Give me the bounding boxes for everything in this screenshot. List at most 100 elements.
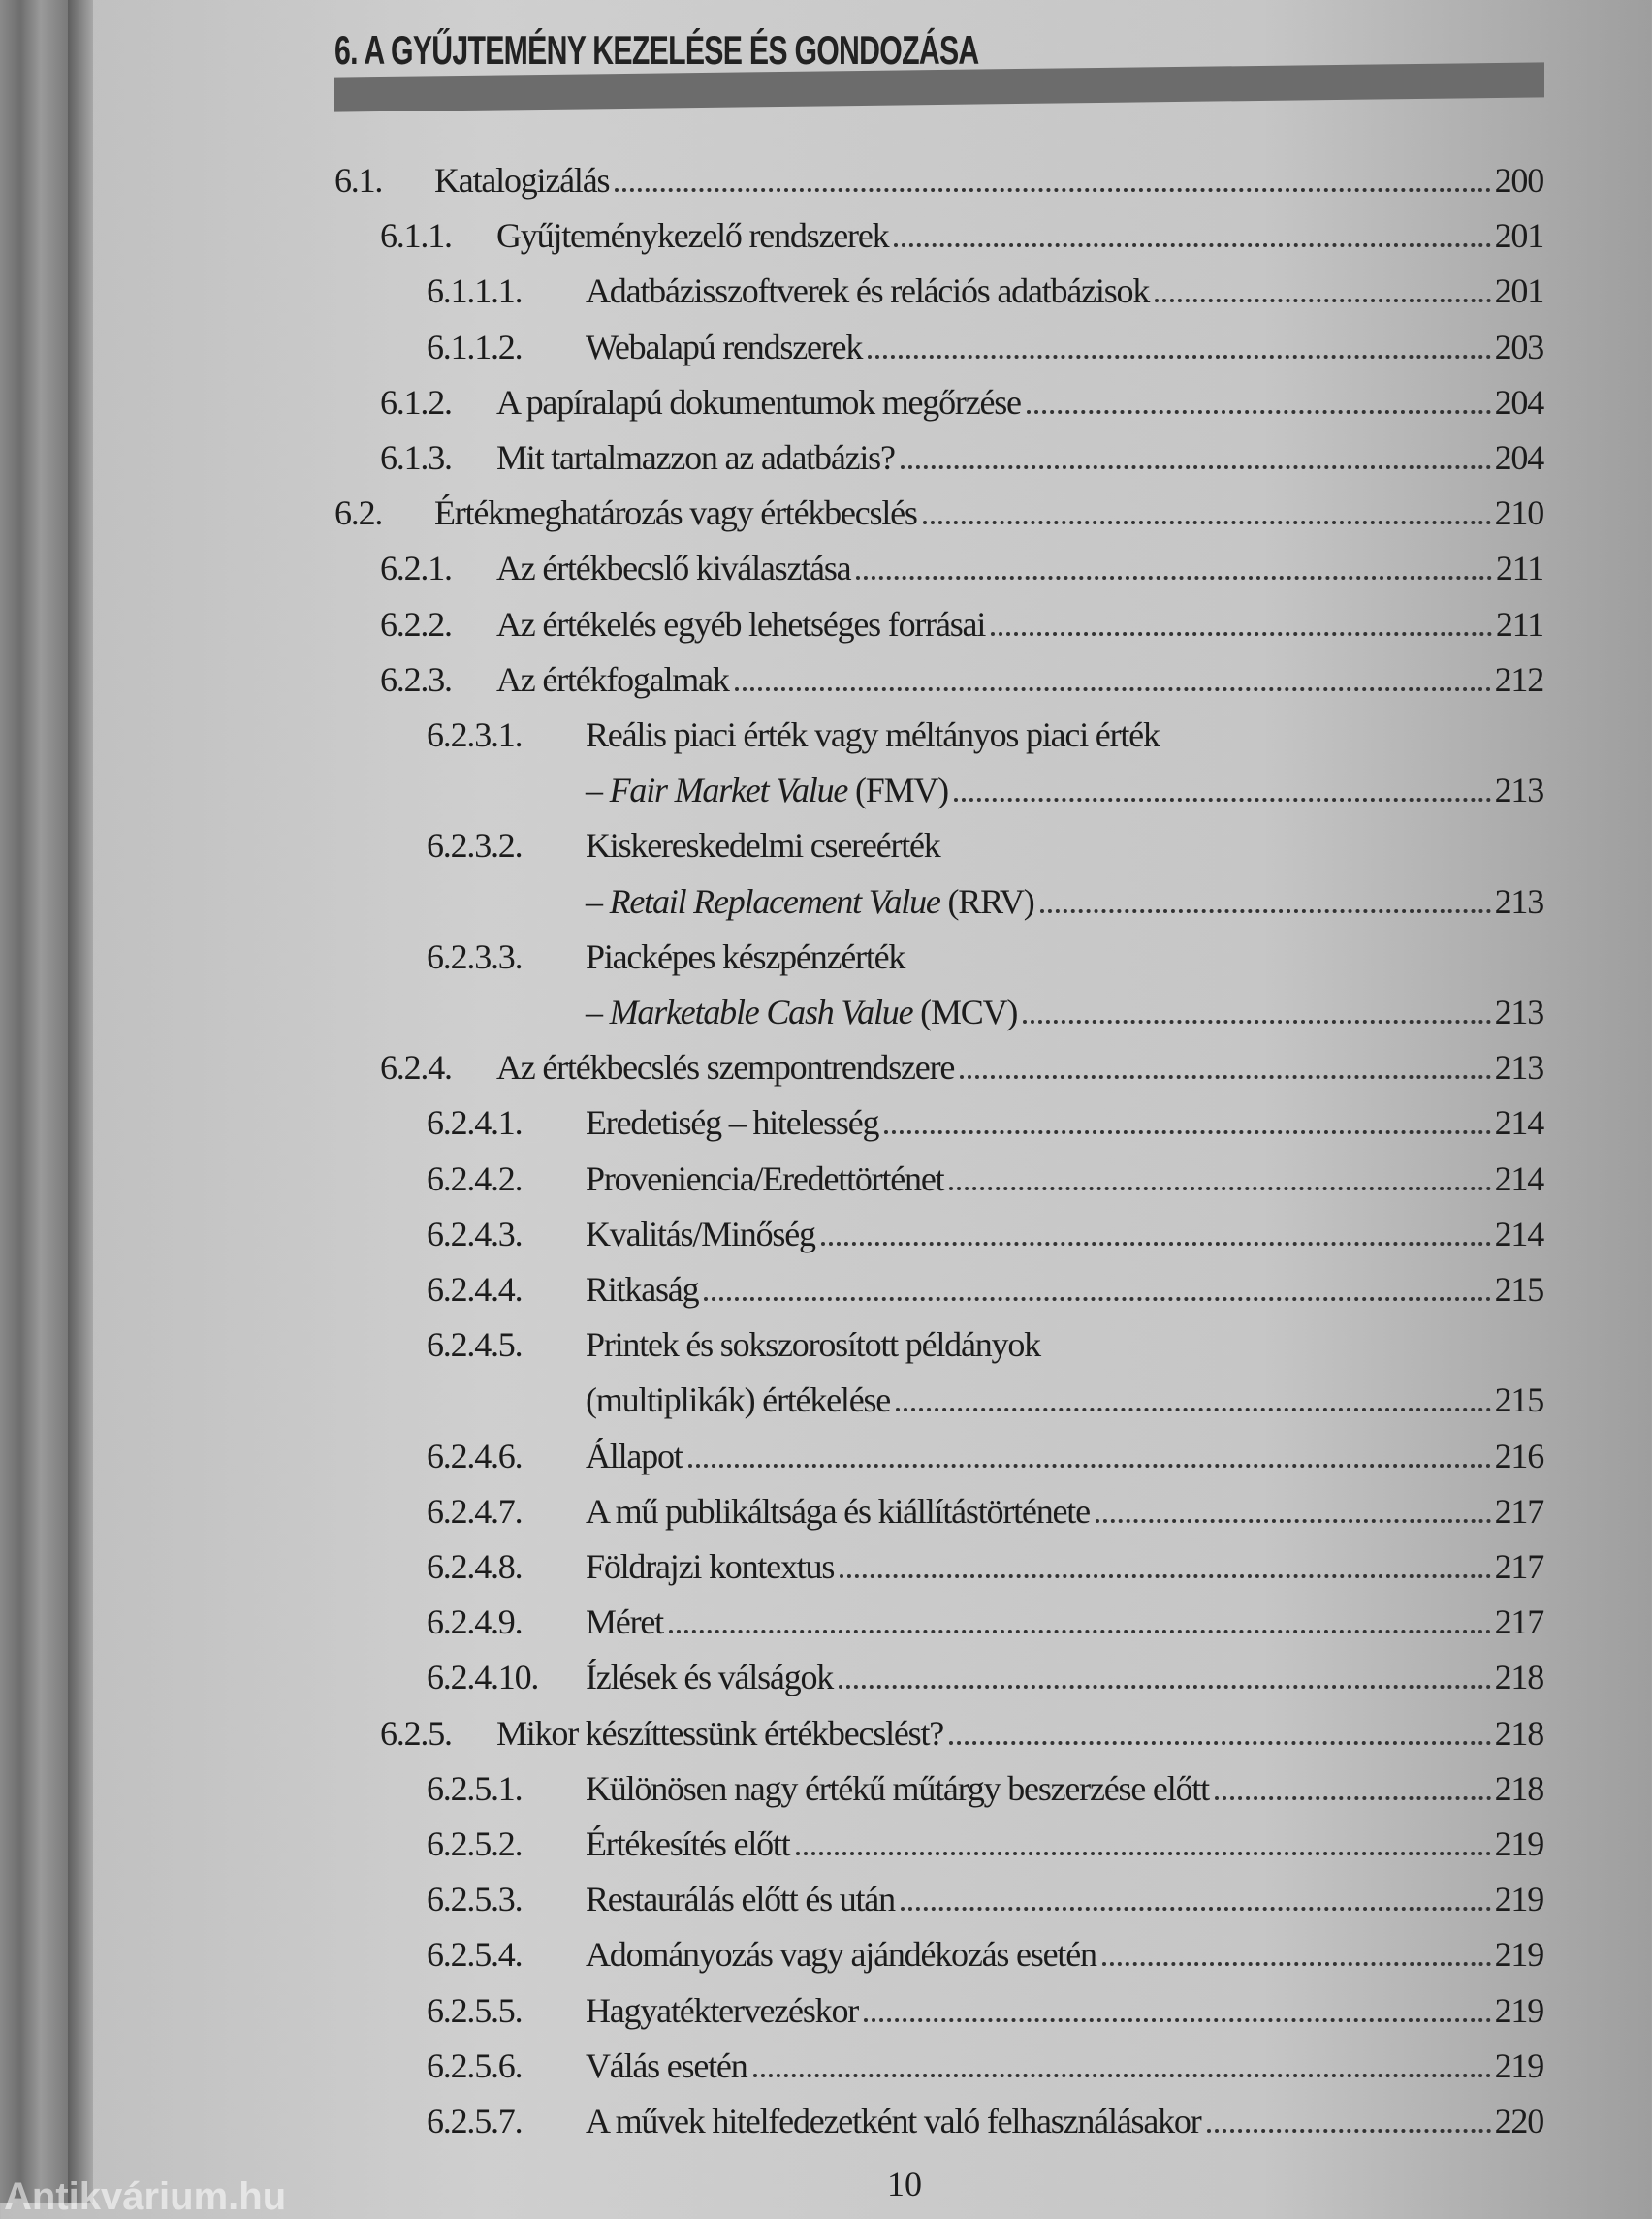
entry-number: 6.2.2. xyxy=(380,604,453,644)
entry-title: Különösen nagy értékű műtárgy beszerzése… xyxy=(586,1768,1210,1808)
dot-leader xyxy=(884,1130,1491,1135)
toc-entry: 6.2.4.3. Kvalitás/Minőség 214 xyxy=(427,1199,1545,1254)
dot-leader xyxy=(949,1740,1491,1745)
toc-entry: 6.1.1.1. Adatbázisszoftverek és relációs … xyxy=(427,256,1545,311)
watermark: Antikvárium.hu xyxy=(4,2175,287,2218)
toc-entry: 6.2.3. Az értékfogalmak 212 xyxy=(380,645,1544,700)
entry-number: 6.1.3. xyxy=(380,438,453,477)
entry-title: Földrajzi kontextus xyxy=(586,1547,835,1586)
toc-entry: 6.2.4.8. Földrajzi kontextus 217 xyxy=(427,1532,1544,1587)
toc-entry: 6.2.3.1. Reális piaci érték vagy méltányo… xyxy=(427,700,1543,755)
dot-leader xyxy=(953,798,1491,803)
entry-page: 213 xyxy=(1494,881,1545,921)
continuation-prefix: – xyxy=(586,771,610,810)
entry-title: Gyűjteménykezelő rendszerek xyxy=(496,216,890,256)
entry-page: 213 xyxy=(1494,993,1545,1031)
entry-number: 6.2.4.8. xyxy=(427,1547,524,1586)
dot-leader xyxy=(1214,1795,1491,1800)
dot-leader xyxy=(1026,409,1491,414)
dot-leader xyxy=(864,2017,1491,2022)
dot-leader xyxy=(896,1408,1491,1412)
entry-page: 210 xyxy=(1494,493,1545,533)
toc-entry: 6.1.1. Gyűjteménykezelő rendszerek 201 xyxy=(380,201,1544,256)
entry-number: 6.2.5.2. xyxy=(427,1824,524,1863)
continuation-prefix: – xyxy=(586,993,610,1031)
entry-title: Katalogizálás xyxy=(434,161,611,200)
toc-entry: 6.2. Értékmeghatározás vagy értékbecslés 2… xyxy=(334,478,1545,533)
entry-title: Reális piaci érték vagy méltányos piaci … xyxy=(586,715,1160,754)
dot-leader xyxy=(894,243,1491,248)
page-number: 10 xyxy=(887,2165,922,2203)
entry-title: Méret xyxy=(586,1602,664,1642)
toc-entry: 6.2.5. Mikor készíttessünk értékbecslést?… xyxy=(380,1698,1544,1754)
entry-title: Az értékelés egyéb lehetséges forrásai xyxy=(496,604,986,644)
toc-entry: 6.1. Katalogizálás 200 xyxy=(334,145,1545,201)
entry-number: 6.2.4.5. xyxy=(427,1325,524,1365)
toc-entry: 6.2.5.6. Válás esetén 219 xyxy=(427,2031,1544,2086)
entry-title-continuation: (multiplikák) értékelése xyxy=(586,1379,891,1420)
toc-entry-continuation: (multiplikák) értékelése 215 xyxy=(586,1365,1544,1420)
entry-page: 216 xyxy=(1494,1436,1545,1475)
entry-page: 218 xyxy=(1494,1768,1545,1808)
dot-leader xyxy=(820,1241,1491,1246)
entry-page: 214 xyxy=(1494,1214,1545,1253)
entry-page: 217 xyxy=(1494,1602,1545,1642)
toc-entry: 6.2.4.7. A mű publikáltsága és kiállítást… xyxy=(427,1476,1544,1532)
continuation-prefix: (multiplikák) értékelése xyxy=(586,1380,891,1420)
toc-entry-continuation: – Retail Replacement Value (RRV) 213 xyxy=(586,867,1545,922)
entry-title: Az értékbecslő kiválasztása xyxy=(496,549,852,588)
continuation-suffix: (RRV) xyxy=(939,881,1034,921)
dot-leader xyxy=(900,1907,1491,1912)
toc-entry: 6.2.5.1. Különösen nagy értékű műtárgy be… xyxy=(427,1754,1545,1809)
toc-entry: 6.2.5.5. Hagyatéktervezéskor 219 xyxy=(427,1976,1544,2031)
entry-title: Az értékfogalmak xyxy=(496,659,730,699)
entry-title: Ízlések és válságok xyxy=(586,1658,834,1697)
toc-entry: 6.2.5.7. A művek hitelfedezetként való fe… xyxy=(427,2086,1544,2141)
book-spine xyxy=(0,0,68,2203)
entry-title-continuation: – Marketable Cash Value (MCV) xyxy=(586,992,1018,1032)
continuation-italic: Marketable Cash Value xyxy=(609,993,914,1031)
toc-entry-continuation: – Marketable Cash Value (MCV) 213 xyxy=(586,977,1545,1032)
entry-page: 213 xyxy=(1494,1048,1545,1088)
entry-title: Hagyatéktervezéskor xyxy=(586,1990,859,2030)
dot-leader xyxy=(840,1574,1491,1578)
entry-number: 6.2.5. xyxy=(380,1713,453,1753)
entry-number: 6.2.5.6. xyxy=(427,2045,524,2085)
entry-title: Adományozás vagy ajándékozás esetén xyxy=(586,1935,1097,1975)
entry-number: 6.2.3.2. xyxy=(427,826,524,866)
toc-entry: 6.2.4.10. Ízlések és válságok 218 xyxy=(427,1642,1545,1697)
entry-page: 218 xyxy=(1494,1658,1545,1697)
entry-number: 6.2.5.3. xyxy=(427,1880,524,1919)
entry-page: 200 xyxy=(1494,161,1545,200)
toc-entry: 6.2.3.3. Piacképes készpénzérték xyxy=(427,922,1543,977)
toc-entry: 6.2.4.9. Méret 217 xyxy=(427,1587,1545,1642)
entry-title: Válás esetén xyxy=(586,2045,748,2085)
entry-number: 6.2. xyxy=(334,493,383,533)
entry-title: A művek hitelfedezetként való felhasznál… xyxy=(586,2102,1202,2140)
dot-leader xyxy=(900,465,1491,469)
toc-entry: 6.2.3.2. Kiskereskedelmi csereérték xyxy=(427,810,1543,866)
entry-page: 214 xyxy=(1494,1103,1545,1143)
toc-entry: 6.2.5.4. Adományozás vagy ajándékozás ese… xyxy=(427,1919,1544,1975)
entry-number: 6.2.4.6. xyxy=(427,1436,524,1475)
entry-title: Webalapú rendszerek xyxy=(586,327,863,366)
entry-title: Kiskereskedelmi csereérték xyxy=(586,826,941,866)
entry-title: Állapot xyxy=(586,1436,683,1475)
entry-page: 213 xyxy=(1494,771,1545,810)
entry-number: 6.2.3.3. xyxy=(427,936,524,976)
continuation-prefix: – xyxy=(586,881,610,921)
entry-title: Mikor készíttessünk értékbecslést? xyxy=(496,1713,944,1753)
dot-leader xyxy=(734,686,1491,691)
entry-page: 204 xyxy=(1494,382,1545,422)
entry-page: 201 xyxy=(1494,271,1545,311)
entry-page: 219 xyxy=(1494,1824,1545,1863)
dot-leader xyxy=(752,2073,1491,2077)
entry-number: 6.2.5.5. xyxy=(427,1990,524,2030)
toc-entry: 6.2.4.6. Állapot 216 xyxy=(427,1421,1545,1476)
entry-title: Adatbázisszoftverek és relációs adatbázi… xyxy=(586,271,1150,311)
toc-entry: 6.2.4.5. Printek és sokszorosított példán… xyxy=(427,1310,1543,1365)
entry-number: 6.2.4.3. xyxy=(427,1214,524,1253)
entry-number: 6.2.4.7. xyxy=(427,1491,524,1531)
dot-leader xyxy=(704,1297,1491,1301)
entry-title-continuation: – Retail Replacement Value (RRV) xyxy=(586,881,1035,922)
